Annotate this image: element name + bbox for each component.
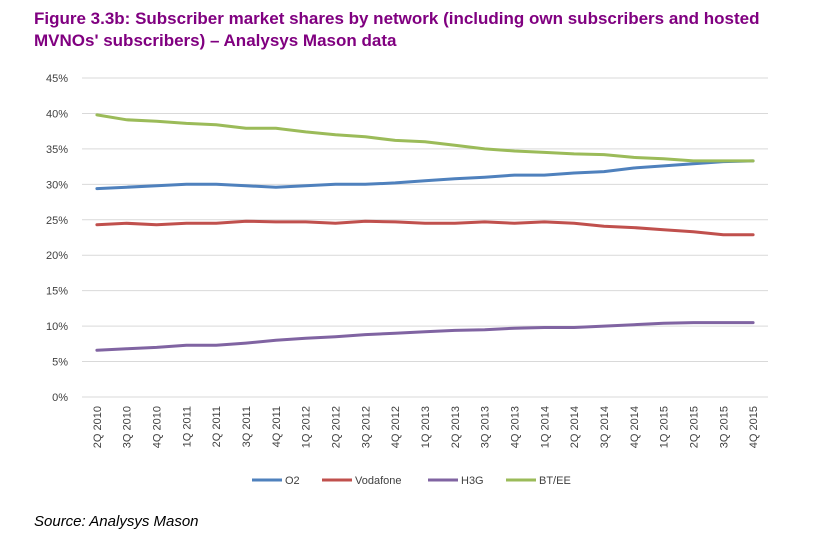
x-tick-label: 4Q 2014 [629, 406, 641, 448]
y-tick-label: 0% [52, 392, 68, 404]
x-tick-label: 4Q 2011 [271, 406, 283, 447]
x-axis-ticks: 2Q 2010 3Q 2010 4Q 2010 1Q 2011 2Q 2011 3Q 20… [92, 406, 760, 448]
x-tick-label: 3Q 2011 [241, 406, 253, 447]
y-tick-label: 40% [46, 108, 68, 120]
legend-label: H3G [461, 475, 484, 487]
series-line-o2 [95, 159, 755, 191]
y-tick-label: 35% [46, 144, 68, 156]
x-tick-label: 2Q 2010 [92, 406, 104, 448]
source-note: Source: Analysys Mason [34, 513, 199, 530]
x-tick-label: 3Q 2013 [480, 406, 492, 448]
x-tick-label: 3Q 2015 [718, 406, 730, 448]
y-tick-label: 5% [52, 357, 68, 369]
series-line-h3g [95, 321, 755, 352]
legend-label: Vodafone [355, 475, 402, 487]
x-tick-label: 2Q 2013 [450, 406, 462, 448]
y-tick-label: 45% [46, 73, 68, 85]
y-tick-label: 30% [46, 179, 68, 191]
x-tick-label: 4Q 2013 [509, 406, 521, 448]
x-tick-label: 3Q 2010 [122, 406, 134, 448]
series-lines [95, 113, 755, 352]
x-tick-label: 4Q 2015 [748, 406, 760, 448]
x-tick-label: 1Q 2011 [181, 406, 193, 447]
grid-lines [82, 77, 768, 398]
legend: O2 Vodafone H3G BT/EE [252, 475, 571, 487]
legend-label: O2 [285, 475, 300, 487]
x-tick-label: 2Q 2014 [569, 406, 581, 448]
y-tick-label: 25% [46, 215, 68, 227]
x-tick-label: 1Q 2014 [539, 406, 551, 448]
x-tick-label: 2Q 2015 [688, 406, 700, 448]
x-tick-label: 3Q 2014 [599, 406, 611, 448]
x-tick-label: 1Q 2012 [301, 406, 313, 448]
x-tick-label: 2Q 2012 [331, 406, 343, 448]
y-tick-label: 20% [46, 250, 68, 262]
series-line-bt-ee [95, 113, 755, 163]
legend-label: BT/EE [539, 475, 571, 487]
x-tick-label: 4Q 2012 [390, 406, 402, 448]
figure-title: Figure 3.3b: Subscriber market shares by… [34, 9, 760, 50]
series-line-vodafone [95, 219, 755, 237]
x-tick-label: 3Q 2012 [360, 406, 372, 448]
y-axis-ticks: 0% 5% 10% 15% 20% 25% 30% 35% 40% 45% [46, 73, 68, 404]
y-tick-label: 10% [46, 321, 68, 333]
y-tick-label: 15% [46, 286, 68, 298]
x-tick-label: 4Q 2010 [152, 406, 164, 448]
x-tick-label: 2Q 2011 [211, 406, 223, 447]
x-tick-label: 1Q 2013 [420, 406, 432, 448]
x-tick-label: 1Q 2015 [659, 406, 671, 448]
